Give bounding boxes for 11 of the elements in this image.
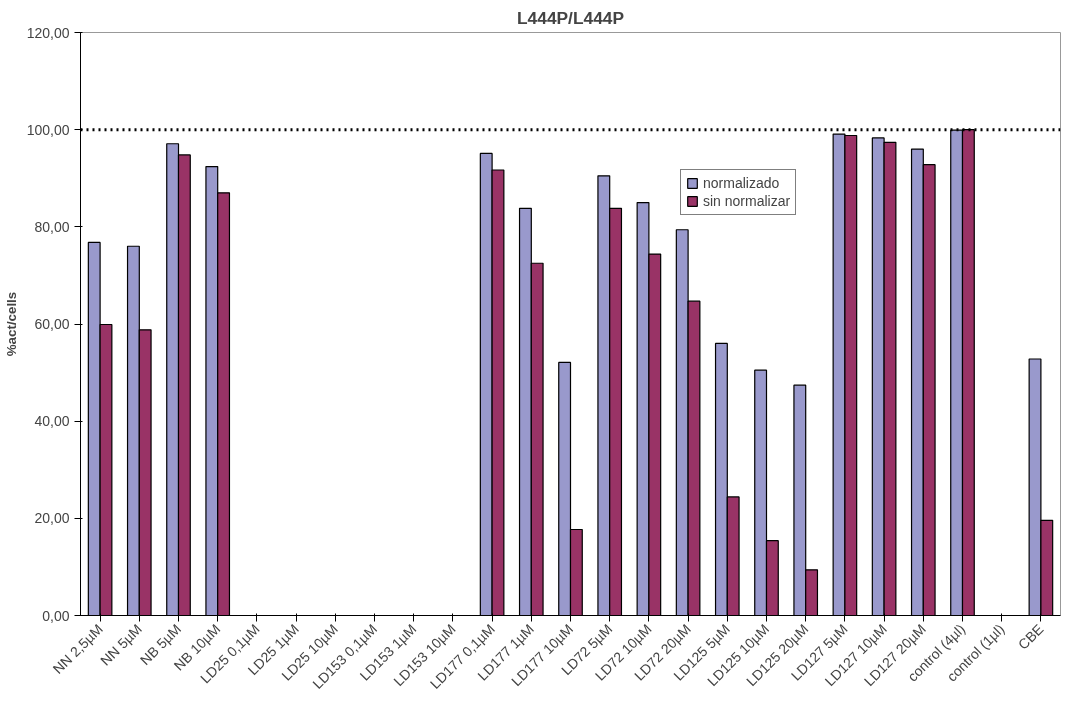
y-tick-label: 20,00 bbox=[34, 510, 70, 527]
y-tick-label: 60,00 bbox=[34, 316, 70, 332]
y-axis-title: %act/cells bbox=[3, 291, 19, 357]
legend-label: normalizado bbox=[703, 175, 780, 191]
chart-title: L444P/L444P bbox=[517, 7, 624, 28]
y-tick-label: 100,00 bbox=[26, 121, 70, 138]
y-tick-label: 0,00 bbox=[42, 607, 70, 624]
y-tick-label: 120,00 bbox=[26, 24, 70, 41]
y-tick-label: 80,00 bbox=[34, 218, 70, 235]
y-tick-label: 40,00 bbox=[34, 413, 70, 430]
legend-label: sin normalizar bbox=[703, 193, 791, 209]
